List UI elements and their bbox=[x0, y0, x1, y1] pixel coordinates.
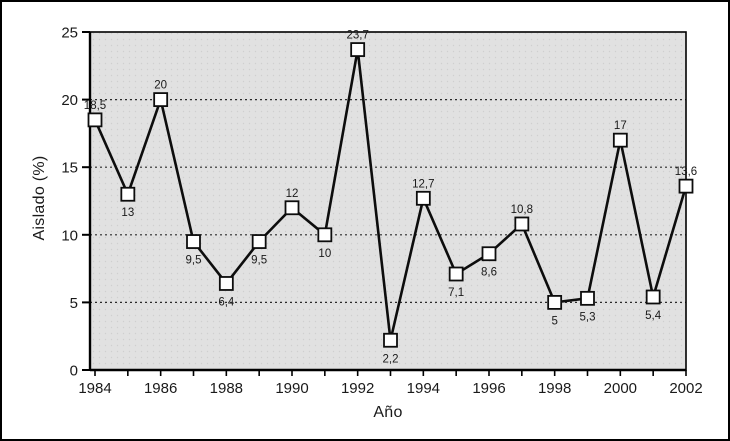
data-point-marker bbox=[448, 266, 464, 282]
data-point-marker bbox=[218, 276, 234, 291]
data-point-label: 2,2 bbox=[383, 353, 399, 365]
x-tick-label: 1998 bbox=[538, 380, 571, 397]
data-point-marker bbox=[153, 92, 169, 107]
data-point-label: 20 bbox=[154, 80, 167, 92]
data-point-label: 23,7 bbox=[346, 30, 368, 42]
data-point-marker bbox=[580, 290, 595, 306]
x-axis-title: Año bbox=[373, 404, 403, 421]
data-point-label: 12 bbox=[286, 188, 299, 200]
data-point-marker bbox=[383, 332, 398, 348]
data-point-marker bbox=[514, 216, 530, 232]
y-tick-label: 5 bbox=[70, 295, 78, 312]
data-point-marker bbox=[350, 42, 366, 57]
data-point-marker bbox=[186, 234, 201, 249]
data-point-label: 8,6 bbox=[481, 267, 497, 279]
data-point-label: 17 bbox=[614, 120, 627, 132]
data-point-label: 6,4 bbox=[218, 296, 235, 308]
x-tick-label: 1990 bbox=[275, 380, 308, 397]
x-tick-label: 1988 bbox=[210, 380, 243, 397]
x-tick-label: 2002 bbox=[669, 380, 702, 397]
data-point-marker bbox=[87, 112, 103, 128]
y-tick-label: 15 bbox=[61, 160, 78, 177]
y-tick-label: 0 bbox=[70, 363, 78, 380]
data-point-label: 9,5 bbox=[186, 255, 202, 267]
data-point-label: 5,4 bbox=[645, 310, 662, 322]
data-point-label: 13,6 bbox=[675, 166, 697, 178]
data-point-label: 13 bbox=[121, 207, 134, 219]
data-point-marker bbox=[481, 246, 497, 262]
x-tick-label: 1994 bbox=[407, 380, 440, 397]
x-tick-label: 1992 bbox=[341, 380, 374, 397]
data-point-marker bbox=[317, 227, 333, 243]
data-point-label: 9,5 bbox=[251, 255, 267, 267]
y-tick-label: 20 bbox=[61, 92, 78, 109]
y-axis-title: Aislado (%) bbox=[31, 155, 48, 241]
x-tick-label: 1984 bbox=[78, 380, 111, 397]
data-point-label: 5 bbox=[551, 315, 557, 327]
y-tick-label: 25 bbox=[61, 25, 78, 42]
data-point-label: 10 bbox=[318, 248, 331, 260]
data-point-marker bbox=[284, 200, 300, 216]
data-point-label: 18,5 bbox=[84, 100, 106, 112]
data-point-marker bbox=[415, 190, 431, 206]
data-point-label: 5,3 bbox=[580, 311, 596, 323]
data-point-label: 12,7 bbox=[412, 178, 434, 190]
data-point-marker bbox=[120, 186, 136, 202]
x-tick-label: 1996 bbox=[472, 380, 505, 397]
data-point-marker bbox=[547, 294, 563, 310]
x-tick-label: 2000 bbox=[604, 380, 637, 397]
data-point-marker bbox=[251, 234, 267, 249]
data-point-label: 10,8 bbox=[511, 204, 533, 216]
x-tick-label: 1986 bbox=[144, 380, 177, 397]
data-point-label: 7,1 bbox=[448, 287, 464, 299]
data-point-marker bbox=[645, 289, 661, 305]
y-tick-label: 10 bbox=[61, 227, 78, 244]
data-point-marker bbox=[612, 132, 628, 148]
data-point-marker bbox=[678, 178, 694, 194]
